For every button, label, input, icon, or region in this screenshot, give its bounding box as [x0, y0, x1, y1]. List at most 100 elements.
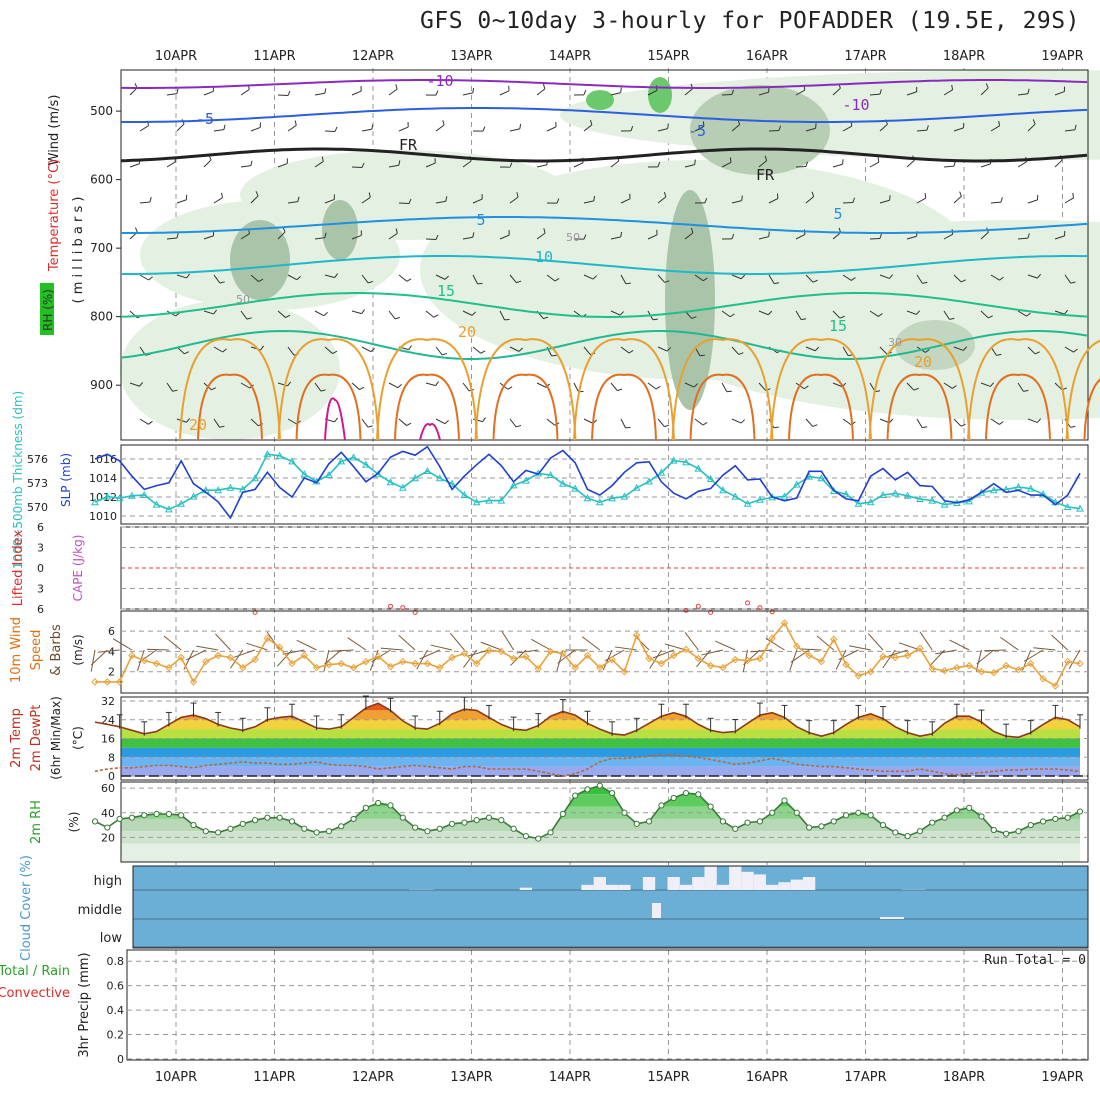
- data-point: [965, 497, 974, 505]
- wind-speed-series-line: [95, 621, 1081, 688]
- data-point: [793, 809, 800, 816]
- rh-series: [91, 782, 1084, 842]
- wind-barb: [731, 346, 740, 355]
- wind-barb: [359, 386, 365, 391]
- wind-barb: [462, 236, 473, 240]
- wind-barb: [129, 87, 138, 96]
- lifted-index-series: [252, 600, 775, 615]
- wind-barb: [906, 382, 915, 391]
- slp-series: [94, 445, 1081, 520]
- wind-barb: [240, 382, 250, 389]
- cloud-bar-high: [716, 884, 730, 890]
- data-point: [928, 496, 937, 504]
- data-point: [301, 825, 308, 832]
- wind-barb: [805, 196, 814, 204]
- wind-barb: [657, 196, 667, 204]
- wind-barb: [1073, 348, 1078, 353]
- rh-contour-label: 50: [566, 231, 580, 244]
- contour-25: [492, 373, 559, 441]
- data-point: [682, 789, 690, 797]
- wind-barb: [987, 315, 993, 319]
- wind-barb: [277, 310, 286, 318]
- rh-band: [121, 843, 1080, 862]
- rh2m-axis-label: 2m RH: [29, 800, 44, 844]
- wind-barb: [647, 382, 657, 390]
- data-point: [1063, 502, 1072, 510]
- data-point: [953, 807, 960, 814]
- wind-barb: [805, 161, 809, 167]
- data-point: [620, 668, 629, 676]
- wind-barb: [694, 159, 696, 165]
- data-point: [633, 631, 641, 639]
- data-point: [596, 663, 604, 672]
- wind-barb: [867, 633, 884, 651]
- contour-15: [120, 292, 1088, 318]
- wind-barb: [740, 274, 746, 280]
- wind-barb: [721, 93, 733, 96]
- wind-barb: [647, 234, 658, 240]
- wind-barb: [314, 92, 325, 96]
- wind-barb: [916, 418, 923, 428]
- data-point: [91, 818, 99, 825]
- wind-barb: [926, 125, 929, 131]
- wind-barb: [1054, 91, 1065, 96]
- wind-barb: [758, 236, 769, 240]
- wind-barb: [129, 382, 140, 387]
- panel-frame: [120, 781, 1089, 863]
- li-tick-label: 0: [37, 562, 44, 575]
- wind-barb: [90, 649, 108, 666]
- bottom-date-label: 11APR: [253, 1070, 295, 1085]
- data-point: [744, 819, 751, 826]
- contour-label: 20: [189, 416, 207, 434]
- wind-barb: [172, 389, 178, 392]
- data-point: [670, 794, 677, 802]
- wind-barb: [778, 125, 782, 131]
- contour-20: [277, 338, 380, 441]
- wind-barb: [906, 235, 917, 240]
- data-point: [227, 825, 234, 832]
- rh-contour-label: 50: [236, 293, 250, 306]
- data-point: [509, 481, 518, 489]
- wind-barb: [832, 163, 843, 168]
- wind-barb: [664, 643, 687, 651]
- data-point: [583, 494, 592, 502]
- wind-barb: [408, 345, 413, 350]
- wind-barb: [1072, 192, 1075, 198]
- data-point: [91, 498, 99, 506]
- contour-25: [886, 373, 953, 441]
- data-point: [769, 809, 776, 816]
- wind-barb: [916, 197, 926, 204]
- data-point: [842, 490, 850, 498]
- bottom-date-label: 19APR: [1041, 1070, 1083, 1085]
- wind-barb: [388, 164, 399, 168]
- data-point: [940, 500, 949, 508]
- wind-barb: [657, 274, 666, 283]
- wind-barb: [953, 274, 962, 283]
- contour-minus5: [121, 107, 1088, 123]
- data-point: [695, 791, 702, 798]
- cloud-bar-high: [679, 884, 693, 890]
- data-point: [412, 609, 418, 615]
- millibars-label: ( m i l l i b a r s ): [71, 197, 86, 304]
- temp-band: [121, 710, 1080, 720]
- data-point: [694, 654, 703, 663]
- data-point: [941, 814, 948, 821]
- data-point: [879, 652, 887, 661]
- li-tick-label: 6: [37, 603, 44, 616]
- data-point: [989, 486, 998, 494]
- wind-barb: [953, 346, 964, 351]
- wind-barb: [879, 199, 890, 204]
- wind-barb: [219, 281, 225, 284]
- wind-barb: [795, 234, 806, 240]
- pressure-tick-label: 500: [90, 104, 113, 118]
- contour-25: [295, 373, 362, 441]
- pressure-tick-label: 700: [90, 241, 113, 255]
- cloud-bar-middle: [880, 917, 904, 919]
- data-point: [190, 821, 197, 829]
- contour-20: [967, 338, 1069, 441]
- data-point: [657, 468, 666, 476]
- wind-barb: [886, 649, 908, 658]
- data-point: [1063, 657, 1072, 666]
- rh-tick-label: 40: [101, 807, 115, 820]
- contour-25: [689, 373, 756, 441]
